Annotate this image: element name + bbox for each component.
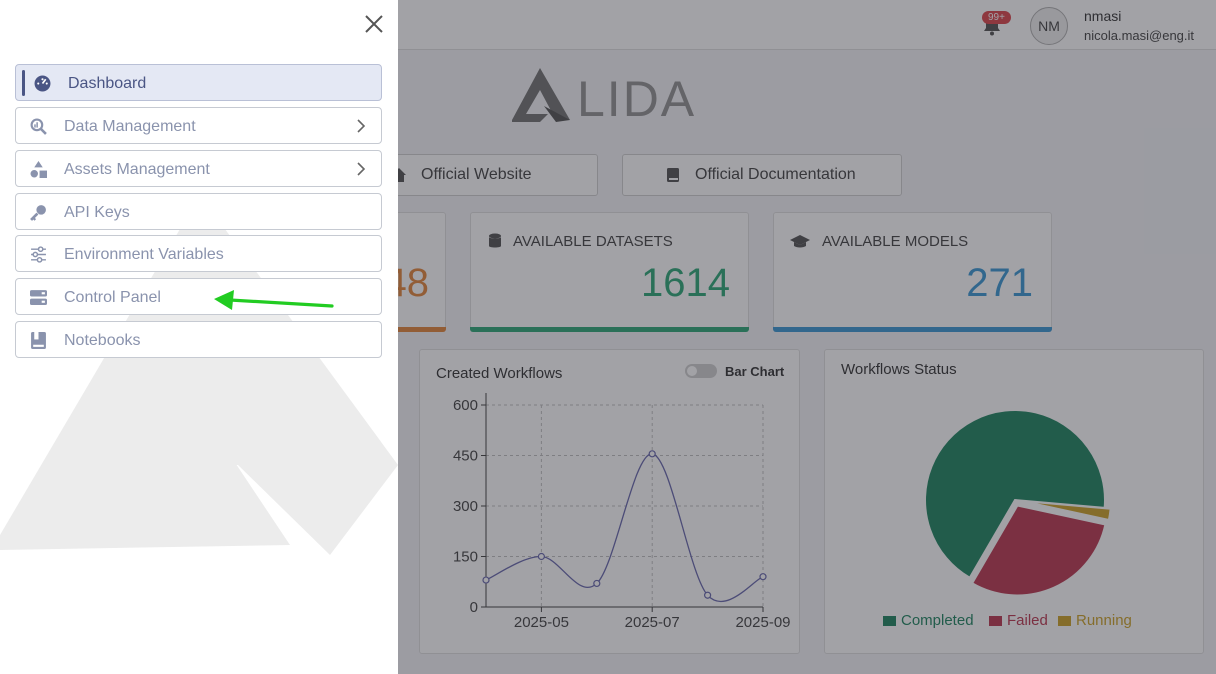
server-icon	[30, 290, 47, 305]
y-tick-label: 300	[453, 498, 478, 515]
nav-label-environment-variables: Environment Variables	[64, 246, 224, 263]
data-point	[482, 576, 490, 584]
nav-item-notebooks[interactable]: Notebooks	[15, 321, 382, 358]
stat-card-models: AVAILABLE MODELS 271	[773, 212, 1052, 332]
annotation-arrow-icon	[214, 290, 334, 310]
y-tick-label: 150	[453, 549, 478, 566]
legend-completed-label: Completed	[901, 612, 974, 629]
dashboard-gauge-icon	[34, 75, 51, 92]
close-icon[interactable]	[364, 14, 384, 34]
legend-completed-swatch	[883, 615, 896, 626]
data-point	[759, 573, 767, 581]
nav-label-api-keys: API Keys	[64, 204, 130, 221]
y-tick-label: 0	[470, 599, 478, 616]
created-workflows-title: Created Workflows	[436, 365, 563, 382]
workflows-status-title: Workflows Status	[841, 361, 957, 378]
legend-failed[interactable]: Failed	[989, 612, 1048, 629]
x-tick-label: 2025-07	[625, 614, 680, 631]
brand-logo-text: LIDA	[577, 71, 697, 127]
pie-slice-completed	[924, 409, 1106, 580]
datasets-bar	[470, 327, 749, 332]
official-documentation-label: Official Documentation	[695, 166, 856, 183]
datasets-value: 1614	[641, 261, 730, 305]
nav-label-dashboard: Dashboard	[68, 75, 147, 92]
user-name: nmasi	[1084, 8, 1122, 24]
workflows-status-card: Workflows Status Completed Failed Runnin…	[824, 349, 1204, 654]
graduation-cap-icon	[790, 235, 810, 248]
nav-item-environment-variables[interactable]: Environment Variables	[15, 235, 382, 272]
book-icon	[31, 332, 46, 349]
workflows-pie-chart	[924, 409, 1112, 597]
stat-card-datasets: AVAILABLE DATASETS 1614	[470, 212, 749, 332]
official-website-button[interactable]: Official Website	[360, 154, 598, 196]
y-tick-label: 600	[453, 397, 478, 414]
legend-running-label: Running	[1076, 612, 1132, 629]
y-tick-label: 450	[453, 448, 478, 465]
active-indicator	[22, 70, 25, 96]
nav-item-data-management[interactable]: Data Management	[15, 107, 382, 144]
models-bar	[773, 327, 1052, 332]
x-tick-label: 2025-05	[514, 614, 569, 631]
legend-running-swatch	[1058, 615, 1071, 626]
notification-badge: 99+	[982, 11, 1011, 24]
nav-item-control-panel[interactable]: Control Panel	[15, 278, 382, 315]
models-label: AVAILABLE MODELS	[822, 233, 969, 250]
data-point	[648, 450, 656, 458]
official-website-label: Official Website	[421, 166, 532, 183]
x-tick-label: 2025-09	[735, 614, 790, 631]
legend-completed[interactable]: Completed	[883, 612, 974, 629]
created-workflows-card: Created Workflows Bar Chart 0 150 300 450 60…	[419, 349, 800, 654]
official-documentation-button[interactable]: Official Documentation	[622, 154, 902, 196]
shapes-icon	[30, 161, 47, 178]
user-email: nicola.masi@eng.it	[1084, 28, 1195, 43]
bar-chart-toggle-label: Bar Chart	[725, 364, 785, 379]
chevron-right-icon	[357, 119, 366, 133]
pie-slice-running	[1020, 499, 1112, 522]
nav-item-assets-management[interactable]: Assets Management	[15, 150, 382, 187]
bar-chart-toggle[interactable]	[685, 364, 717, 378]
data-point	[593, 579, 601, 588]
drawer-background-logo-icon	[0, 195, 398, 555]
key-icon	[30, 205, 46, 221]
data-point	[704, 591, 712, 599]
nav-label-notebooks: Notebooks	[64, 332, 141, 349]
nav-label-assets-management: Assets Management	[64, 161, 210, 178]
legend-running[interactable]: Running	[1058, 612, 1132, 629]
search-chart-icon	[30, 118, 47, 135]
chevron-right-icon	[357, 162, 366, 176]
datasets-label: AVAILABLE DATASETS	[513, 233, 673, 250]
nav-label-control-panel: Control Panel	[64, 289, 161, 306]
legend-failed-label: Failed	[1007, 612, 1048, 629]
nav-item-api-keys[interactable]: API Keys	[15, 193, 382, 230]
data-point	[537, 552, 546, 561]
nav-item-dashboard[interactable]: Dashboard	[15, 64, 382, 101]
database-icon	[489, 233, 501, 248]
nav-label-data-management: Data Management	[64, 118, 196, 135]
legend-failed-swatch	[989, 615, 1002, 626]
side-drawer: Dashboard Data Management Assets Managem…	[0, 0, 398, 674]
avatar[interactable]: NM	[1030, 7, 1068, 45]
book-icon	[667, 168, 679, 182]
sliders-icon	[31, 246, 46, 263]
workflows-line-chart: 0 150 300 450 600 2025-05 2025-07 2025-09	[453, 393, 791, 631]
pie-slice-failed	[970, 504, 1107, 597]
models-value: 271	[966, 261, 1033, 305]
alida-logo-icon	[512, 68, 570, 122]
